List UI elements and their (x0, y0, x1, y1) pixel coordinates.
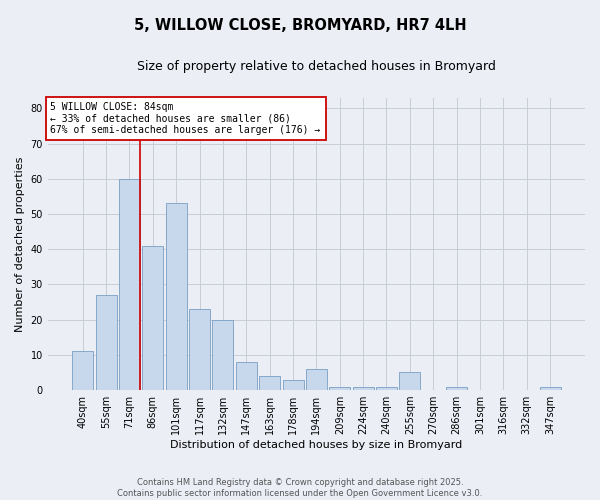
X-axis label: Distribution of detached houses by size in Bromyard: Distribution of detached houses by size … (170, 440, 463, 450)
Bar (283, 380, 304, 390)
Bar (259, 376, 280, 390)
Bar (119, 179, 140, 390)
Text: 5, WILLOW CLOSE, BROMYARD, HR7 4LH: 5, WILLOW CLOSE, BROMYARD, HR7 4LH (134, 18, 466, 32)
Title: Size of property relative to detached houses in Bromyard: Size of property relative to detached ho… (137, 60, 496, 73)
Bar (95, 295, 116, 390)
Text: Contains HM Land Registry data © Crown copyright and database right 2025.
Contai: Contains HM Land Registry data © Crown c… (118, 478, 482, 498)
Bar (539, 386, 560, 390)
Bar (353, 386, 374, 390)
Bar (400, 372, 421, 390)
Text: 5 WILLOW CLOSE: 84sqm
← 33% of detached houses are smaller (86)
67% of semi-deta: 5 WILLOW CLOSE: 84sqm ← 33% of detached … (50, 102, 321, 136)
Bar (446, 386, 467, 390)
Bar (72, 352, 93, 390)
Bar (329, 386, 350, 390)
Bar (212, 320, 233, 390)
Y-axis label: Number of detached properties: Number of detached properties (15, 156, 25, 332)
Bar (189, 309, 210, 390)
Bar (166, 204, 187, 390)
Bar (306, 369, 327, 390)
Bar (376, 386, 397, 390)
Bar (236, 362, 257, 390)
Bar (142, 246, 163, 390)
